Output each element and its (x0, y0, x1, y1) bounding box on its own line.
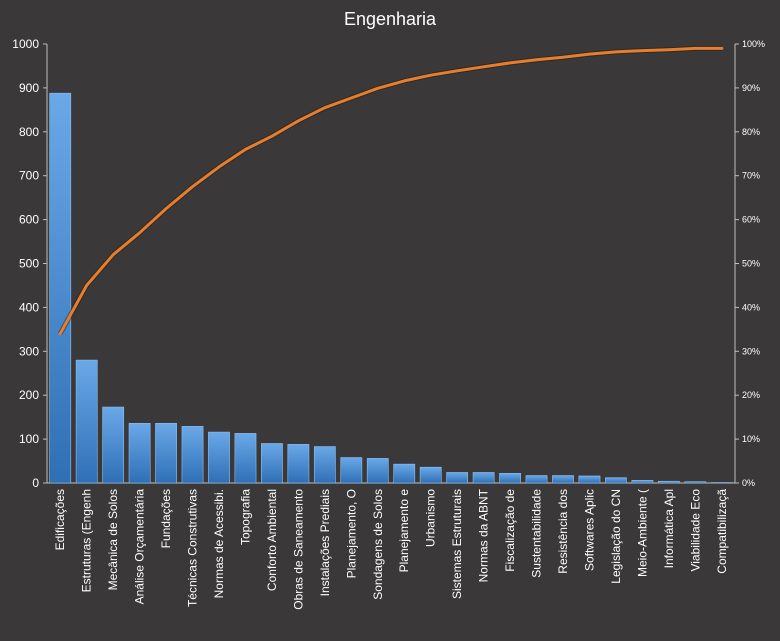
bar (287, 444, 310, 484)
bar (499, 473, 521, 484)
x-tick-label: Fiscalização de (503, 489, 517, 572)
y-tick-label: 800 (19, 125, 39, 139)
y2-tick-label: 100% (742, 39, 765, 49)
y-tick-label: 100 (19, 432, 39, 446)
bar (102, 406, 125, 484)
x-tick-label: Obras de Saneamento (291, 489, 305, 610)
x-tick-label: Técnicas Construtivas (186, 489, 200, 607)
bar (155, 422, 177, 484)
x-tick-label: Mecânica de Solos (106, 489, 120, 590)
bars (49, 92, 733, 484)
y2-tick-label: 70% (742, 171, 760, 181)
bar (578, 475, 601, 484)
bar (234, 433, 257, 484)
x-tick-labels: Edificações Estruturas (Engenh Mecânica de… (53, 488, 729, 609)
x-tick-label: Edificações (53, 489, 67, 550)
cumulative-line (58, 46, 724, 336)
y-tick-label: 1000 (12, 37, 39, 51)
y-tick-label: 0 (32, 476, 39, 490)
x-tick-label: Sistemas Estruturais (450, 489, 464, 599)
y2-tick-label: 30% (742, 346, 760, 356)
y-tick-label: 300 (19, 344, 39, 358)
bar (261, 443, 283, 484)
y2-tick-label: 80% (742, 127, 760, 137)
y2-tick-label: 60% (742, 215, 760, 225)
y-tick-label: 700 (19, 169, 39, 183)
y2-tick-label: 10% (742, 434, 760, 444)
x-tick-label: Normas de Acessibi. (212, 489, 226, 598)
x-tick-label: Legislação do CN (609, 489, 623, 584)
bar (340, 457, 363, 484)
x-tick-label: Softwares Aplic (583, 489, 597, 571)
chart-title: Engenharia (344, 9, 437, 29)
bar (446, 472, 469, 484)
x-tick-label: Conforto Ambiental (265, 489, 279, 591)
x-tick-label: Sustentabilidade (530, 489, 544, 578)
y2-tick-label: 20% (742, 390, 760, 400)
bar (472, 472, 495, 484)
x-tick-label: Urbanismo (424, 489, 438, 547)
x-tick-label: Fundações (159, 489, 173, 548)
x-tick-label: Planejamento, O (344, 489, 358, 578)
x-tick-label: Viabilidade Eco (688, 489, 702, 572)
bar (366, 458, 389, 484)
bar (419, 466, 442, 484)
bar (684, 481, 707, 484)
bar (657, 480, 680, 484)
bar (128, 422, 151, 484)
bar (393, 463, 416, 484)
y2-tick-label: 90% (742, 83, 760, 93)
x-tick-label: Resistência dos (556, 489, 570, 574)
cumulative-line-shadow (58, 45, 722, 335)
bar (208, 431, 230, 484)
bar (552, 475, 574, 484)
bar (605, 477, 627, 484)
bar (181, 426, 204, 484)
x-tick-label: Análise Orçamentária (133, 489, 147, 605)
bar (75, 359, 98, 484)
x-tick-label: Topografia (239, 489, 253, 545)
x-tick-label: Compatibilizaçã (715, 489, 729, 574)
cumulative-line-layer (58, 45, 724, 336)
bar (631, 480, 654, 484)
y-tick-label: 500 (19, 257, 39, 271)
x-tick-label: Planejamento e (397, 489, 411, 573)
x-tick-label: Informática Apl (662, 489, 676, 568)
bar (525, 475, 548, 484)
y2-tick-label: 0% (742, 478, 755, 488)
x-tick-label: Normas da ABNT (477, 488, 491, 582)
y2-tick-label: 50% (742, 259, 760, 269)
y-tick-label: 400 (19, 300, 39, 314)
y-tick-label: 900 (19, 81, 39, 95)
axes: 0 100 200 300 400 500 600 700 800 900 1000 0% 10% 20%… (12, 37, 765, 490)
x-tick-label: Sondagens de Solos (371, 489, 385, 600)
y-tick-label: 600 (19, 213, 39, 227)
x-tick-label: Instalações Prediais (318, 489, 332, 596)
y-tick-label: 200 (19, 388, 39, 402)
x-tick-label: Meio-Ambiente ( (635, 489, 649, 577)
y2-tick-label: 40% (742, 302, 760, 312)
bar (49, 92, 72, 484)
x-tick-label: Estruturas (Engenh (80, 489, 94, 592)
bar (313, 446, 336, 484)
